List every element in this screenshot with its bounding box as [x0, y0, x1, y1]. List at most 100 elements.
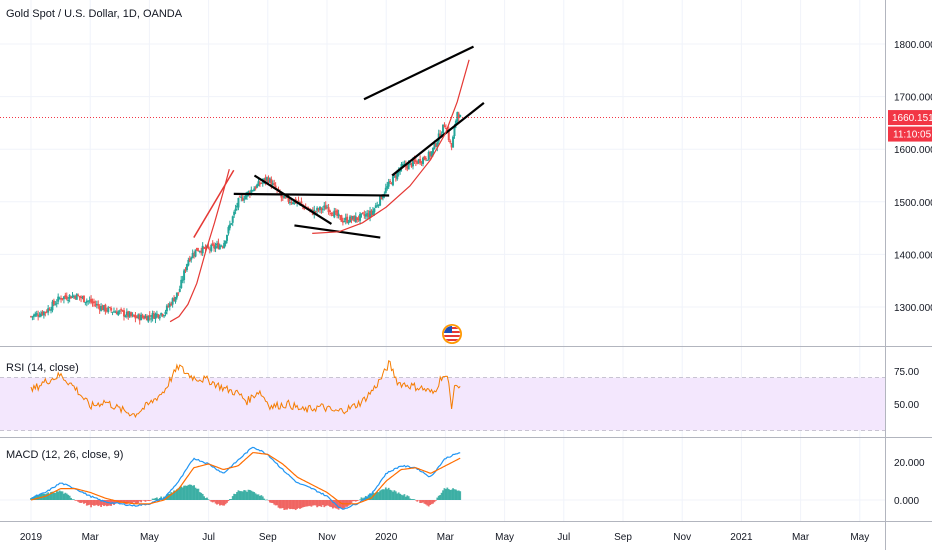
candle-body [223, 242, 226, 248]
candle-body [70, 296, 73, 299]
macd-histogram-bar [453, 489, 456, 500]
candle-body [170, 303, 173, 306]
macd-histogram-bar [65, 493, 68, 500]
x-tick-label: Mar [82, 532, 100, 543]
candle-body [193, 254, 196, 256]
time-axis[interactable]: 2019 Mar May Jul Sep Nov 2020 Mar May Ju… [20, 532, 869, 543]
candle-body [406, 165, 409, 169]
y-tick-label: 1600.000 [894, 145, 932, 156]
price-axis[interactable]: 1300.000 1400.000 1500.000 1600.000 1700… [888, 40, 932, 314]
candle-body [373, 208, 376, 213]
candle-body [381, 196, 384, 199]
candle-body [353, 215, 356, 222]
candle-body [349, 216, 352, 223]
candle-body [260, 183, 263, 185]
macd-histogram-bar [130, 500, 133, 504]
candle-body [71, 295, 74, 298]
candle-body [230, 223, 233, 225]
macd-histogram-bar [135, 500, 138, 504]
x-tick-label: Mar [792, 532, 810, 543]
candle-body [291, 202, 294, 204]
macd-histogram-bar [306, 500, 309, 507]
macd-histogram-bar [58, 490, 61, 500]
macd-histogram-bar [154, 497, 157, 500]
macd-histogram-bar [439, 494, 442, 500]
macd-histogram-bar [83, 500, 85, 504]
macd-histogram-bar [201, 493, 204, 500]
macd-histogram-bar [231, 496, 234, 500]
candle-body [74, 296, 77, 299]
macd-histogram-bar [75, 500, 78, 501]
macd-histogram-bar [437, 495, 440, 500]
last-price-label: 1660.151 [892, 113, 932, 124]
macd-histogram-bar [120, 500, 123, 503]
candle-body [171, 298, 174, 305]
candle-body [30, 316, 32, 318]
candle-body [274, 185, 277, 189]
candle-body [134, 315, 137, 319]
macd-histogram-bar [90, 500, 92, 508]
macd-histogram-bar [404, 496, 407, 500]
x-tick-label: Mar [437, 532, 455, 543]
macd-histogram-bar [50, 491, 52, 500]
rsi-axis[interactable]: 75.00 50.00 [894, 367, 919, 411]
candle-body [293, 200, 296, 205]
rsi-tick-label: 50.00 [894, 400, 919, 411]
candle-body [253, 188, 256, 192]
macd-histogram-bar [223, 500, 226, 506]
candle-body [250, 189, 253, 195]
macd-histogram-bar [283, 500, 286, 510]
macd-histogram-bar [251, 491, 254, 500]
macd-histogram-bar [457, 490, 460, 500]
macd-histogram-bar [210, 500, 213, 502]
macd-histogram-bar [207, 499, 210, 500]
candle-body [318, 206, 321, 211]
macd-histogram-bar [198, 492, 201, 500]
candle-body [459, 114, 462, 118]
macd-histogram-bar [226, 500, 228, 503]
macd-axis[interactable]: 20.000 0.000 [894, 458, 925, 507]
drawing-overlay[interactable] [169, 45, 485, 323]
candle-body [256, 184, 259, 188]
macd-histogram-bar [290, 500, 293, 509]
macd-histogram-bar [331, 500, 334, 509]
macd-histogram-bar [377, 492, 380, 500]
candle-body [410, 163, 413, 167]
macd-histogram-bar [287, 500, 290, 509]
macd-histogram-bar [424, 500, 427, 505]
macd-histogram-bar [143, 500, 145, 501]
macd-histogram-bar [184, 485, 187, 500]
macd-histogram-bar [276, 500, 278, 506]
candle-body [321, 208, 324, 210]
candle-body [394, 176, 397, 178]
macd-histogram-bar [246, 491, 248, 500]
macd-histogram-bar [299, 500, 301, 509]
macd-histogram-bar [447, 489, 450, 500]
candle-body [173, 298, 176, 302]
macd-histogram-bar [31, 497, 34, 500]
macd-histogram-bar [34, 495, 37, 500]
macd-histogram-bar [429, 500, 432, 505]
macd-histogram-bar [267, 500, 270, 501]
candle-body [130, 312, 133, 316]
candle-body [167, 306, 170, 308]
candle-body [364, 214, 367, 217]
macd-histogram-bar [436, 497, 439, 500]
macd-histogram-bar [420, 500, 423, 503]
candle-body [107, 307, 110, 312]
us-flag-icon[interactable] [442, 324, 462, 344]
macd-histogram-bar [303, 500, 306, 507]
candle-body [34, 313, 37, 317]
candle-body [422, 157, 425, 164]
macd-histogram-bar [324, 500, 327, 507]
channel-lower [391, 102, 485, 177]
candle-body [400, 163, 403, 169]
candle-body [231, 216, 234, 223]
candle-body [92, 301, 95, 304]
candle-body [251, 190, 254, 192]
macd-histogram-bar [197, 488, 200, 500]
macd-histogram-bar [55, 490, 58, 500]
candle-body [194, 249, 197, 257]
candle-body [297, 200, 300, 203]
